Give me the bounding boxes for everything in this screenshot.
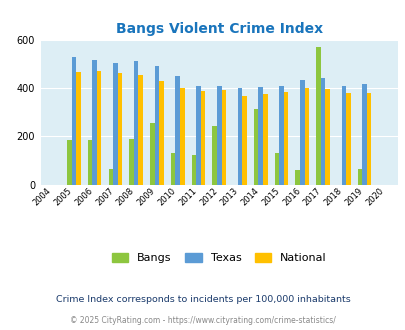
Title: Bangs Violent Crime Index: Bangs Violent Crime Index	[115, 22, 322, 36]
Bar	[71, 56, 76, 185]
Bar	[138, 76, 143, 185]
Bar	[76, 72, 81, 185]
Bar	[237, 88, 242, 185]
Bar	[366, 93, 371, 185]
Bar	[362, 83, 366, 185]
Bar	[129, 139, 134, 185]
Bar	[117, 73, 122, 185]
Bar	[279, 85, 283, 185]
Bar	[242, 96, 246, 185]
Bar	[154, 66, 159, 185]
Bar	[171, 153, 175, 185]
Legend: Bangs, Texas, National: Bangs, Texas, National	[107, 248, 330, 268]
Bar	[87, 140, 92, 185]
Bar	[196, 86, 200, 185]
Bar	[108, 169, 113, 185]
Bar	[299, 80, 304, 185]
Bar	[92, 60, 97, 185]
Bar	[262, 94, 267, 185]
Text: Crime Index corresponds to incidents per 100,000 inhabitants: Crime Index corresponds to incidents per…	[55, 295, 350, 304]
Bar	[97, 71, 101, 185]
Bar	[212, 125, 216, 185]
Bar	[191, 154, 196, 185]
Bar	[304, 88, 309, 185]
Bar	[200, 91, 205, 185]
Bar	[221, 90, 226, 185]
Bar	[150, 123, 154, 185]
Bar	[341, 86, 345, 185]
Bar	[175, 76, 179, 185]
Bar	[253, 109, 258, 185]
Bar	[113, 63, 117, 185]
Bar	[315, 47, 320, 185]
Bar	[295, 170, 299, 185]
Bar	[324, 89, 329, 185]
Text: © 2025 CityRating.com - https://www.cityrating.com/crime-statistics/: © 2025 CityRating.com - https://www.city…	[70, 316, 335, 325]
Bar	[216, 86, 221, 185]
Bar	[134, 61, 138, 185]
Bar	[179, 87, 184, 185]
Bar	[274, 153, 279, 185]
Bar	[67, 140, 71, 185]
Bar	[159, 81, 163, 185]
Bar	[357, 169, 362, 185]
Bar	[258, 87, 262, 185]
Bar	[283, 92, 288, 185]
Bar	[345, 93, 350, 185]
Bar	[320, 78, 324, 185]
